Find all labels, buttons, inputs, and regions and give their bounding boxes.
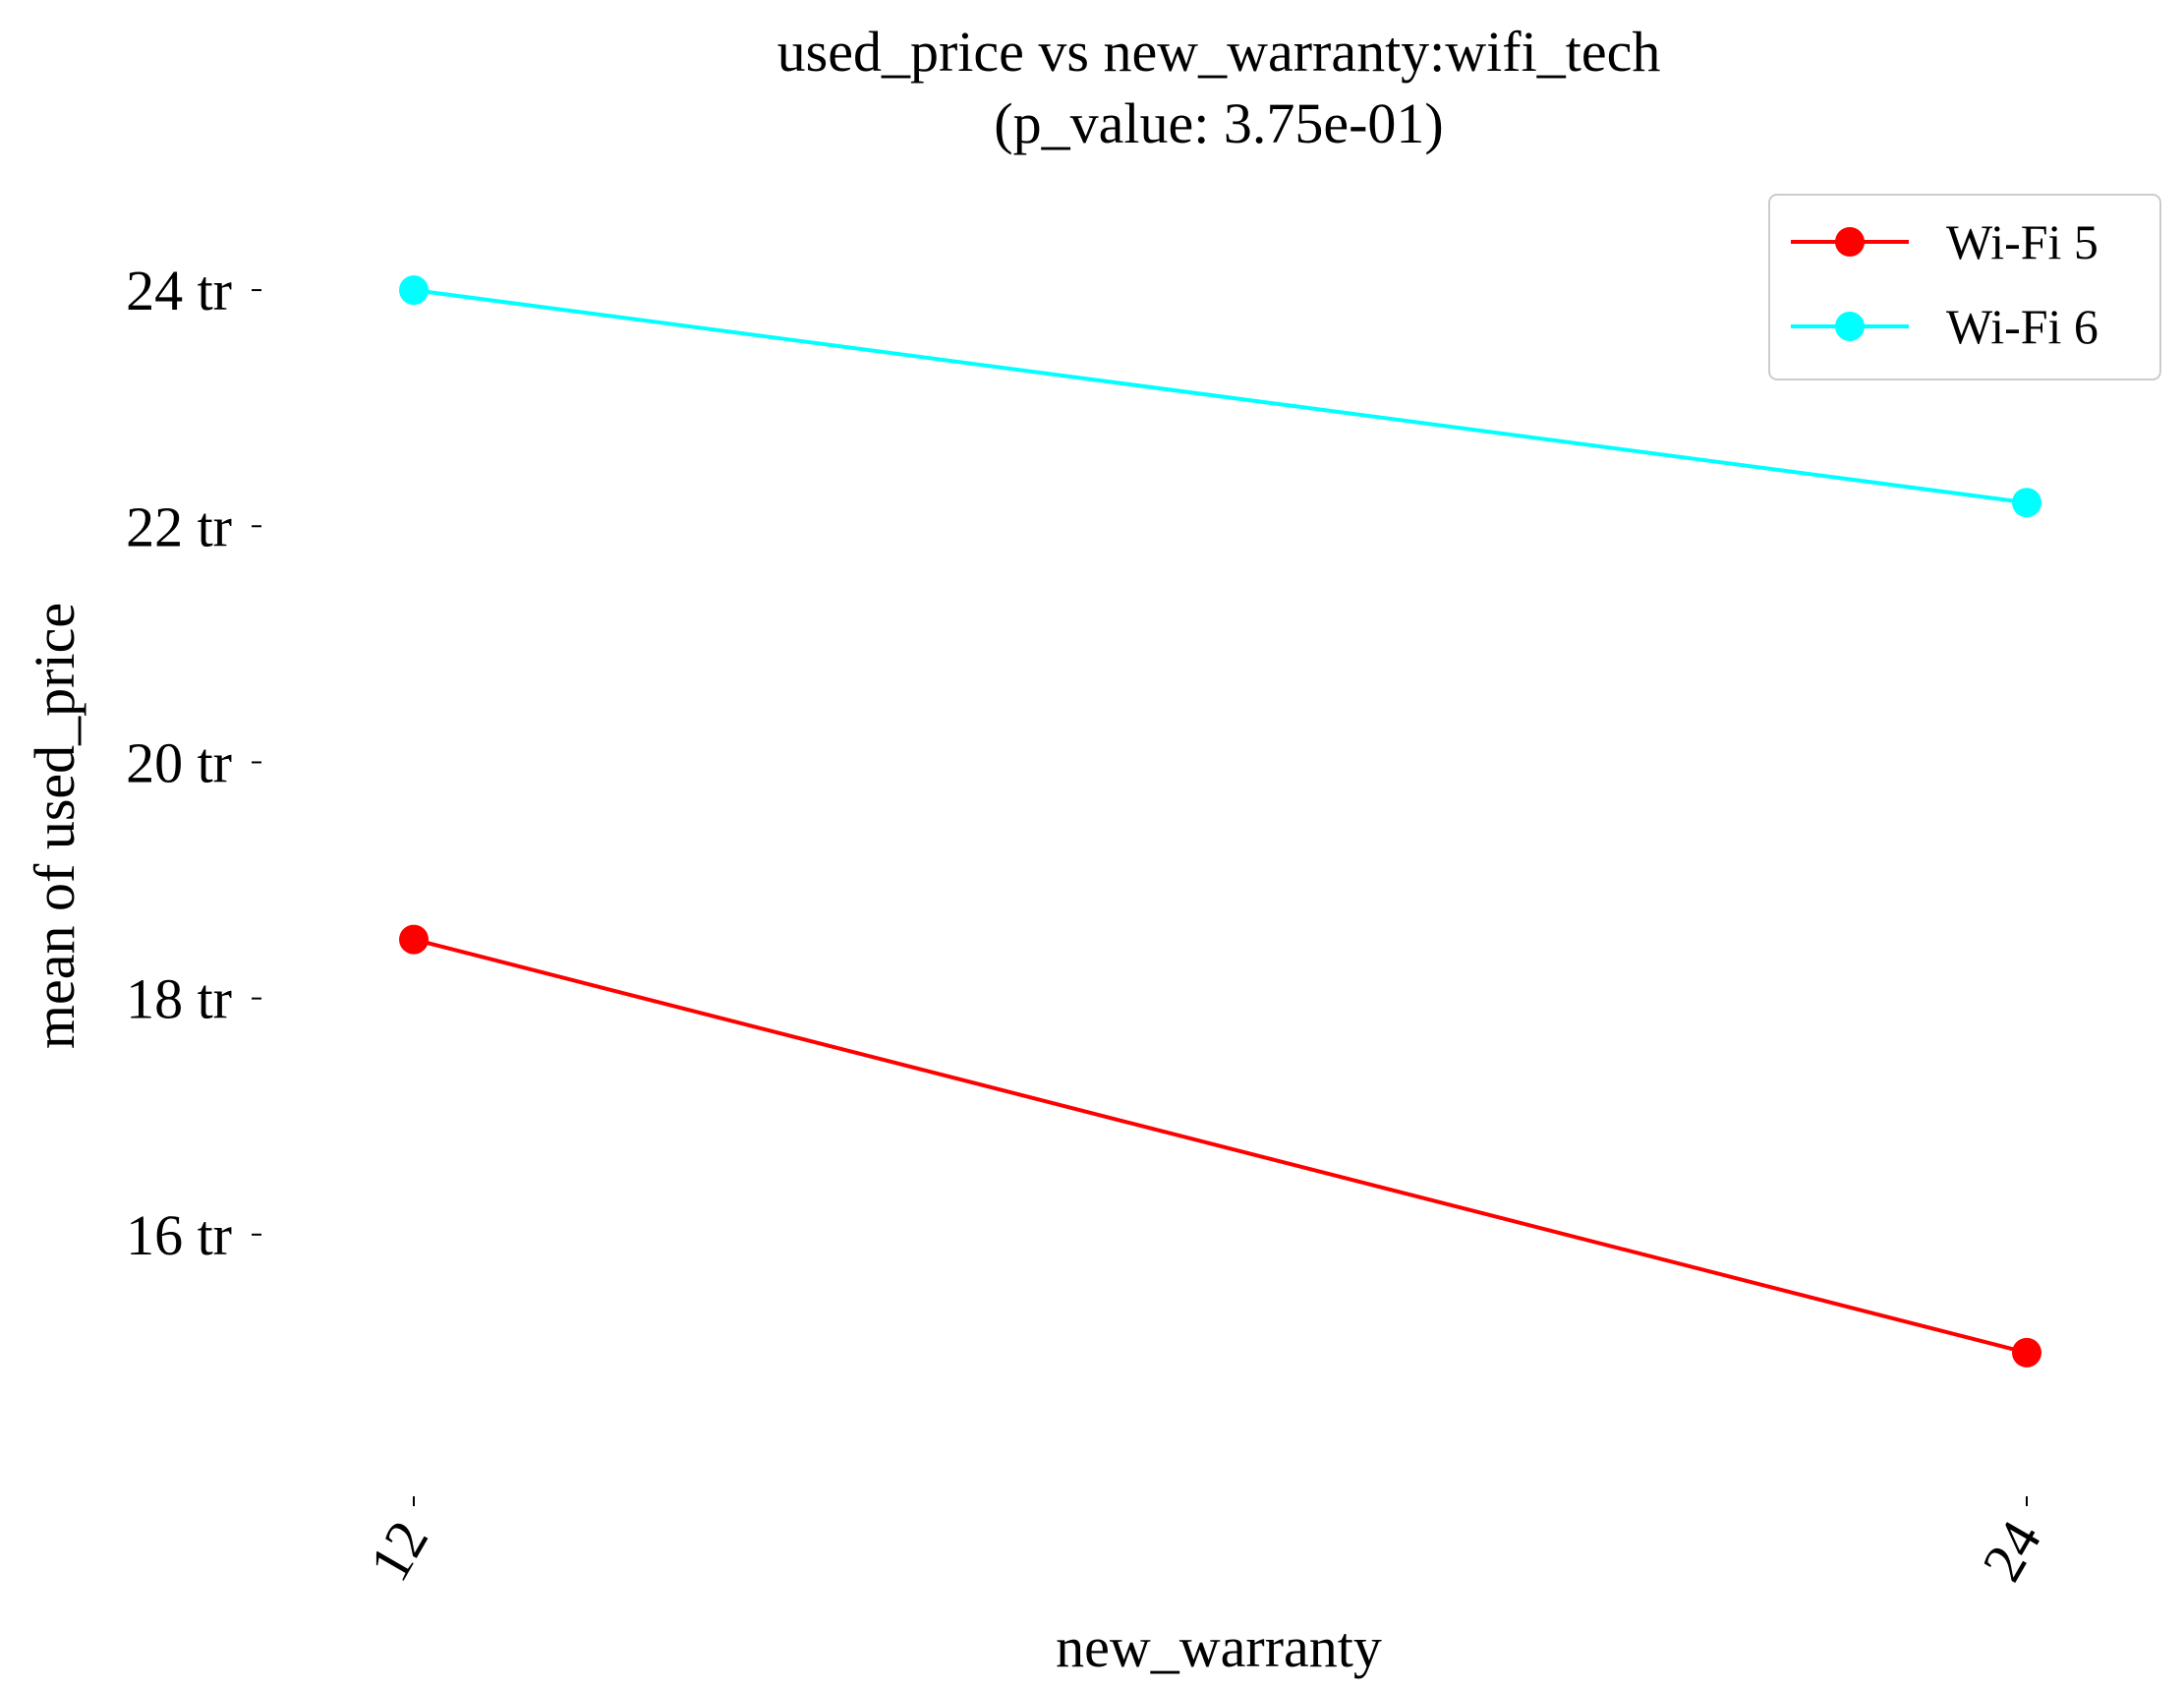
legend-label: Wi-Fi 6 [1946,299,2098,354]
series-layer [399,275,2041,1368]
chart-subtitle: (p_value: 3.75e-01) [994,91,1443,155]
y-tick-label: 18 tr [126,967,232,1031]
x-axis: 12 24 [357,1496,2053,1592]
data-point [399,924,429,955]
series-line [413,937,2028,1355]
x-axis-label: new_warranty [1056,1615,1382,1679]
data-point [2012,1337,2041,1368]
chart-title: used_price vs new_warranty:wifi_tech [777,20,1661,84]
y-tick-label: 20 tr [126,730,232,794]
legend: Wi-Fi 5 Wi-Fi 6 [1768,194,2161,380]
data-point [399,275,429,306]
legend-label: Wi-Fi 5 [1946,214,2098,269]
y-tick-label: 16 tr [126,1203,232,1267]
x-tick-label: 24 [1970,1510,2053,1592]
legend-marker [1835,227,1865,257]
y-tick-label: 24 tr [126,259,232,322]
legend-marker [1835,312,1865,341]
y-axis: 16 tr 18 tr 20 tr 22 tr 24 tr [126,259,261,1267]
x-tick-label: 12 [357,1510,440,1592]
series-line [413,288,2028,505]
y-tick-label: 22 tr [126,495,232,558]
data-point [2012,488,2041,518]
y-axis-label: mean of used_price [23,603,86,1049]
